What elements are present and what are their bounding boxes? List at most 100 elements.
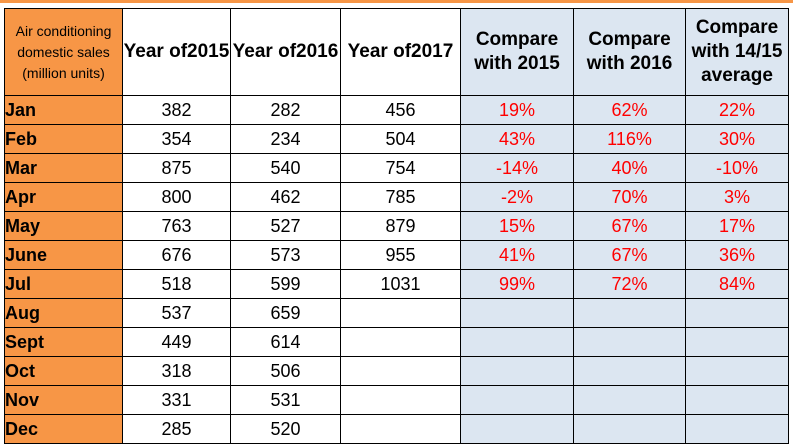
table-row: June 676 573 955 41% 67% 36% (4, 240, 789, 270)
compare-2016-cell: 62% (573, 95, 686, 125)
value-2015-cell: 875 (122, 153, 231, 183)
header-row: Air conditioning domestic sales (million u… (4, 8, 789, 96)
table-row: Mar 875 540 754 -14% 40% -10% (4, 153, 789, 183)
value-2016-cell: 531 (230, 385, 341, 415)
header-line: 2017 (411, 41, 454, 62)
value-2017-cell (340, 414, 461, 444)
month-cell: Nov (4, 385, 123, 415)
compare-2016-cell (573, 414, 686, 444)
value-2017-cell: 879 (340, 211, 461, 241)
month-cell: Oct (4, 356, 123, 386)
header-line: Year of (232, 41, 297, 62)
compare-2015-cell (460, 385, 574, 415)
compare-2016-cell (573, 356, 686, 386)
value-2017-cell (340, 385, 461, 415)
value-2015-cell: 331 (122, 385, 231, 415)
header-line: 2016 (296, 41, 339, 62)
compare-2015-cell: 99% (460, 269, 574, 299)
value-2015-cell: 537 (122, 298, 231, 328)
header-line: Compare (588, 29, 671, 50)
compare-2015-cell: 19% (460, 95, 574, 125)
value-2016-cell: 540 (230, 153, 341, 183)
compare-average-cell: 36% (685, 240, 789, 270)
header-line: with 14/15 (691, 41, 783, 62)
value-2016-cell: 520 (230, 414, 341, 444)
value-2016-cell: 506 (230, 356, 341, 386)
value-2017-cell (340, 298, 461, 328)
compare-average-cell: 30% (685, 124, 789, 154)
compare-average-cell: 84% (685, 269, 789, 299)
compare-average-cell (685, 356, 789, 386)
compare-2015-cell (460, 356, 574, 386)
value-2017-cell: 504 (340, 124, 461, 154)
header-line: 2015 (187, 41, 230, 62)
compare-average-cell: -10% (685, 153, 789, 183)
header-line: (million units) (22, 64, 105, 81)
table-row: May 763 527 879 15% 67% 17% (4, 211, 789, 241)
header-year-2015: Year of2015 (122, 8, 231, 96)
value-2017-cell: 785 (340, 182, 461, 212)
compare-average-cell (685, 298, 789, 328)
value-2016-cell: 234 (230, 124, 341, 154)
compare-2015-cell: 43% (460, 124, 574, 154)
header-line: average (701, 65, 773, 86)
month-cell: Jan (4, 95, 123, 125)
table-body: Jan 382 282 456 19% 62% 22% Feb 354 234 504 43% 116%… (4, 95, 789, 444)
value-2015-cell: 518 (122, 269, 231, 299)
compare-2016-cell: 72% (573, 269, 686, 299)
value-2015-cell: 800 (122, 182, 231, 212)
month-cell: Aug (4, 298, 123, 328)
value-2016-cell: 659 (230, 298, 341, 328)
header-compare-2016: Compare with 2016 (573, 8, 686, 96)
top-accent-line (0, 0, 793, 3)
compare-average-cell: 17% (685, 211, 789, 241)
compare-2015-cell: 15% (460, 211, 574, 241)
compare-average-cell (685, 385, 789, 415)
value-2015-cell: 318 (122, 356, 231, 386)
header-line: Compare (695, 17, 779, 38)
compare-average-cell: 22% (685, 95, 789, 125)
value-2015-cell: 382 (122, 95, 231, 125)
value-2015-cell: 449 (122, 327, 231, 357)
header-line: with 2016 (586, 53, 673, 74)
value-2017-cell: 955 (340, 240, 461, 270)
month-cell: Mar (4, 153, 123, 183)
compare-2016-cell: 116% (573, 124, 686, 154)
sales-table: Air conditioning domestic sales (million u… (4, 8, 789, 444)
compare-2016-cell (573, 385, 686, 415)
value-2015-cell: 763 (122, 211, 231, 241)
value-2017-cell: 754 (340, 153, 461, 183)
value-2017-cell: 1031 (340, 269, 461, 299)
value-2015-cell: 676 (122, 240, 231, 270)
compare-average-cell (685, 327, 789, 357)
value-2015-cell: 354 (122, 124, 231, 154)
table-row: Nov 331 531 (4, 385, 789, 415)
header-line: Year of (123, 41, 188, 62)
month-cell: Apr (4, 182, 123, 212)
table-row: Jan 382 282 456 19% 62% 22% (4, 95, 789, 125)
header-compare-average: Compare with 14/15 average (685, 8, 789, 96)
month-cell: Sept (4, 327, 123, 357)
compare-2015-cell: -14% (460, 153, 574, 183)
value-2016-cell: 462 (230, 182, 341, 212)
value-2017-cell (340, 327, 461, 357)
compare-2015-cell (460, 298, 574, 328)
compare-average-cell: 3% (685, 182, 789, 212)
compare-2016-cell: 70% (573, 182, 686, 212)
table-row: Sept 449 614 (4, 327, 789, 357)
month-cell: Jul (4, 269, 123, 299)
header-line: Air conditioning (15, 22, 112, 39)
table-row: Feb 354 234 504 43% 116% 30% (4, 124, 789, 154)
compare-average-cell (685, 414, 789, 444)
header-line: domestic sales (17, 43, 110, 60)
table-row: Jul 518 599 1031 99% 72% 84% (4, 269, 789, 299)
compare-2016-cell: 40% (573, 153, 686, 183)
header-line: Year of (347, 41, 412, 62)
value-2016-cell: 573 (230, 240, 341, 270)
table-row: Apr 800 462 785 -2% 70% 3% (4, 182, 789, 212)
value-2015-cell: 285 (122, 414, 231, 444)
header-year-2016: Year of2016 (230, 8, 341, 96)
value-2017-cell: 456 (340, 95, 461, 125)
month-cell: May (4, 211, 123, 241)
compare-2016-cell: 67% (573, 240, 686, 270)
